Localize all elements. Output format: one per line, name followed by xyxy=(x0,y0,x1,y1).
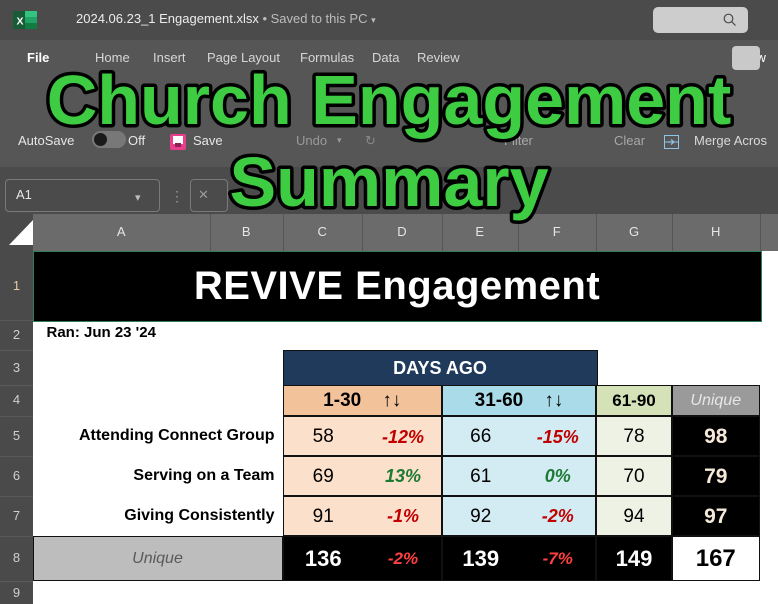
svg-text:X: X xyxy=(16,15,23,27)
